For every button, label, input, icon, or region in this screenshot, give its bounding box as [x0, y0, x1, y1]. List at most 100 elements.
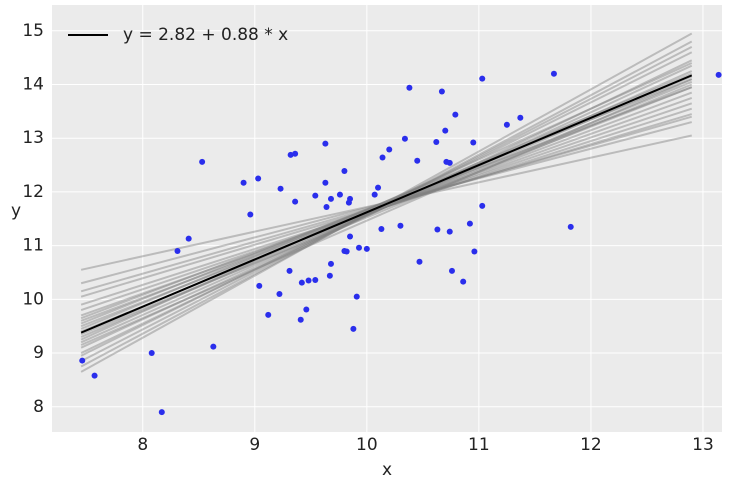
data-point — [416, 258, 423, 265]
data-point — [448, 267, 455, 274]
data-point — [347, 233, 354, 240]
data-point — [401, 135, 408, 142]
data-point — [442, 127, 449, 134]
data-point — [327, 260, 334, 267]
data-point — [371, 191, 378, 198]
posterior-line — [80, 91, 693, 322]
data-point — [433, 138, 440, 145]
data-point — [323, 203, 330, 210]
data-point — [336, 191, 343, 198]
data-point — [79, 357, 86, 364]
x-tick-label: 8 — [137, 435, 148, 455]
x-tick-label: 9 — [249, 435, 260, 455]
legend-label: y = 2.82 + 0.88 * x — [123, 25, 288, 45]
posterior-line — [80, 83, 693, 336]
data-point — [327, 195, 334, 202]
data-point — [255, 175, 262, 182]
data-point — [185, 235, 192, 242]
data-point — [347, 195, 354, 202]
data-point — [240, 179, 247, 186]
posterior-line — [80, 32, 693, 373]
data-point — [438, 88, 445, 95]
y-tick-label: 11 — [22, 236, 44, 256]
data-point — [363, 245, 370, 252]
data-point — [297, 316, 304, 323]
data-point — [479, 75, 486, 82]
data-point — [355, 244, 362, 251]
y-tick-label: 14 — [22, 74, 44, 94]
posterior-line — [80, 70, 693, 344]
data-point — [322, 179, 329, 186]
posterior-line — [80, 62, 693, 341]
data-point — [287, 151, 294, 158]
x-tick-label: 12 — [580, 435, 602, 455]
data-point — [517, 114, 524, 121]
data-point — [466, 220, 473, 227]
data-point — [326, 272, 333, 279]
posterior-line — [80, 102, 693, 312]
data-point — [292, 150, 299, 157]
data-point — [292, 198, 299, 205]
data-point — [210, 343, 217, 350]
data-point — [312, 276, 319, 283]
data-point — [277, 185, 284, 192]
data-point — [375, 184, 382, 191]
x-tick-label: 11 — [468, 435, 490, 455]
data-point — [567, 223, 574, 230]
data-point — [715, 71, 722, 78]
data-point — [286, 267, 293, 274]
posterior-line — [80, 59, 693, 354]
posterior-line — [80, 121, 693, 285]
posterior-line — [80, 86, 693, 328]
data-point — [303, 306, 310, 313]
data-point — [350, 325, 357, 332]
x-tick-label: 10 — [356, 435, 378, 455]
data-point — [414, 157, 421, 164]
data-point — [199, 158, 206, 165]
data-point — [503, 121, 510, 128]
data-point — [550, 70, 557, 77]
posterior-line — [80, 78, 693, 325]
data-point — [378, 225, 385, 232]
y-tick-label: 8 — [33, 397, 44, 417]
data-point — [305, 277, 312, 284]
y-tick-label: 10 — [22, 289, 44, 309]
posterior-line — [80, 134, 692, 271]
data-point — [174, 247, 181, 254]
data-point — [406, 84, 413, 91]
y-tick-label: 12 — [22, 182, 44, 202]
posterior-line — [80, 75, 693, 338]
posterior-line — [80, 78, 693, 346]
data-point — [343, 248, 350, 255]
data-point — [379, 154, 386, 161]
posterior-line — [80, 107, 693, 306]
data-point — [247, 211, 254, 218]
data-point — [470, 139, 477, 146]
posterior-line — [80, 113, 693, 298]
posterior-line — [80, 64, 693, 349]
x-axis-label: x — [382, 460, 392, 480]
regression-line — [80, 74, 693, 334]
data-point — [386, 146, 393, 153]
data-point — [397, 222, 404, 229]
posterior-line — [80, 72, 693, 330]
y-tick-label: 13 — [22, 128, 44, 148]
data-point — [471, 248, 478, 255]
data-point — [148, 350, 155, 357]
x-tick-label: 13 — [692, 435, 714, 455]
data-point — [452, 111, 459, 118]
y-tick-label: 15 — [22, 21, 44, 41]
data-point — [460, 278, 467, 285]
data-point — [265, 311, 272, 318]
data-point — [312, 192, 319, 199]
data-point — [479, 202, 486, 209]
data-point — [434, 226, 441, 233]
data-point — [341, 167, 348, 174]
data-point — [353, 293, 360, 300]
data-point — [446, 228, 453, 235]
posterior-line — [80, 86, 693, 320]
data-point — [158, 409, 165, 416]
data-point — [322, 140, 329, 147]
data-point — [256, 282, 263, 289]
